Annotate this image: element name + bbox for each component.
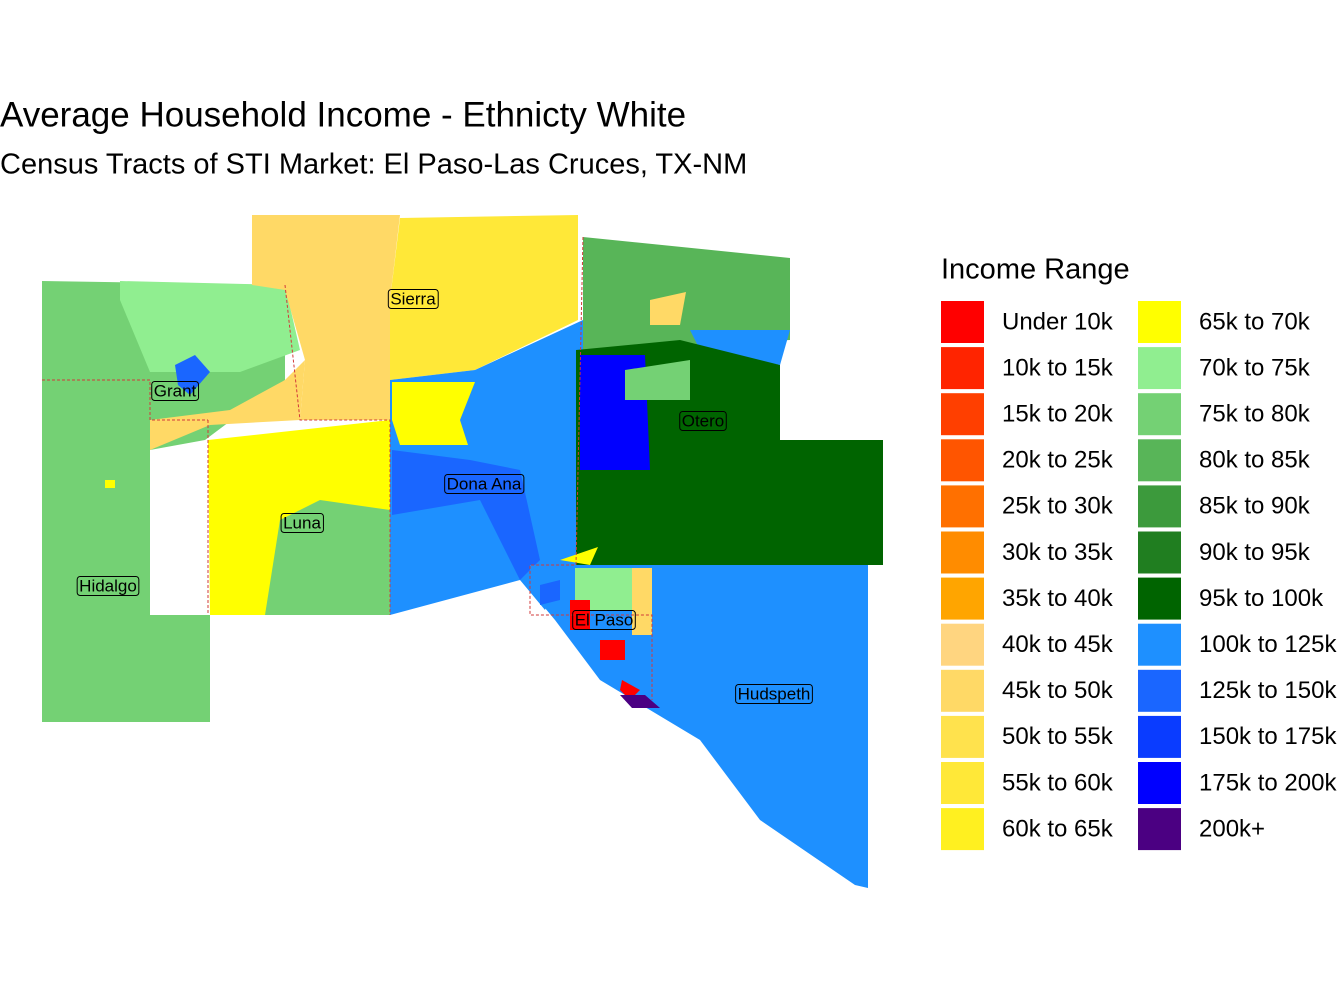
county-label-box	[735, 683, 813, 704]
region	[690, 330, 790, 365]
county-label: Dona Ana	[447, 474, 522, 493]
legend-swatch	[941, 301, 984, 343]
legend-swatch	[1138, 669, 1181, 712]
legend-label: 90k to 95k	[1199, 539, 1311, 566]
legend-label: 40k to 45k	[1002, 631, 1114, 658]
legend-label: 50k to 55k	[1002, 723, 1114, 750]
legend-swatch	[1138, 762, 1181, 804]
county-label-box	[444, 473, 525, 494]
legend-swatch	[1138, 439, 1181, 482]
legend-swatch	[941, 439, 984, 482]
legend-swatch	[1138, 531, 1181, 574]
legend-swatch	[1138, 623, 1181, 666]
region	[600, 640, 625, 660]
region	[105, 480, 115, 488]
region	[570, 600, 590, 630]
legend-swatch	[1138, 485, 1181, 528]
legend-swatch	[1138, 577, 1181, 620]
region	[265, 500, 390, 615]
county-label: Grant	[154, 381, 197, 400]
legend-label: 45k to 50k	[1002, 677, 1114, 704]
legend-label: 15k to 20k	[1002, 401, 1114, 428]
county-border	[529, 236, 653, 700]
title: Average Household Income - Ethnicty Whit…	[0, 95, 686, 134]
region	[620, 695, 660, 708]
legend-label: 35k to 40k	[1002, 585, 1114, 612]
legend-swatch	[941, 762, 984, 804]
region	[650, 292, 686, 325]
legend-swatch	[941, 393, 984, 436]
legend-label: 125k to 150k	[1199, 677, 1337, 704]
legend-swatch	[1138, 393, 1181, 436]
county-label: Otero	[682, 411, 725, 430]
legend: Income Range Under 10k 10k to 15k 15k to 2…	[941, 254, 1337, 851]
region	[252, 215, 400, 420]
county-label: El Paso	[575, 610, 634, 629]
legend-label: 10k to 15k	[1002, 354, 1114, 381]
legend-label: 30k to 35k	[1002, 539, 1114, 566]
legend-swatch	[1138, 715, 1181, 758]
county-border	[284, 284, 391, 615]
legend-label: 200k+	[1199, 815, 1265, 842]
legend-swatch	[941, 577, 984, 620]
region	[42, 281, 285, 722]
region	[625, 360, 690, 400]
legend-swatch	[941, 347, 984, 390]
legend-label: 175k to 200k	[1199, 769, 1337, 796]
region	[583, 237, 790, 350]
county-label: Sierra	[390, 289, 436, 308]
county-labels: Sierra Grant Otero Dona Ana Luna Hidalgo…	[76, 288, 813, 704]
legend-label: 60k to 65k	[1002, 815, 1114, 842]
region	[392, 450, 540, 580]
region	[120, 281, 300, 372]
region	[540, 580, 560, 605]
legend-label: 25k to 30k	[1002, 493, 1114, 520]
county-label-box	[572, 609, 636, 630]
subtitle: Census Tracts of STI Market: El Paso-Las…	[0, 149, 747, 181]
county-label-box	[280, 512, 324, 533]
legend-title: Income Range	[941, 254, 1130, 286]
region	[392, 382, 475, 445]
region	[150, 360, 305, 450]
county-label: Luna	[283, 513, 321, 532]
legend-swatch	[941, 808, 984, 851]
region	[390, 215, 578, 380]
legend-label: 150k to 175k	[1199, 723, 1337, 750]
legend-label: 75k to 80k	[1199, 401, 1311, 428]
county-label-box	[151, 380, 200, 401]
region	[632, 568, 652, 635]
legend-swatch	[1138, 301, 1181, 343]
county-label-box	[76, 575, 140, 596]
legend-label: 55k to 60k	[1002, 769, 1114, 796]
map	[42, 215, 883, 888]
legend-label: 100k to 125k	[1199, 631, 1337, 658]
legend-label: 95k to 100k	[1199, 585, 1324, 612]
legend-swatch	[941, 485, 984, 528]
legend-label: 70k to 75k	[1199, 354, 1311, 381]
legend-swatch	[941, 715, 984, 758]
county-label: Hudspeth	[738, 684, 811, 703]
county-label: Hidalgo	[79, 576, 137, 595]
legend-swatch	[1138, 347, 1181, 390]
region	[175, 355, 210, 395]
county-border	[42, 379, 208, 421]
legend-label: 20k to 25k	[1002, 447, 1114, 474]
legend-swatch	[941, 531, 984, 574]
region	[575, 568, 632, 610]
region	[560, 547, 598, 565]
legend-swatch	[1138, 808, 1181, 851]
legend-label: Under 10k	[1002, 308, 1114, 335]
county-label-box	[679, 410, 727, 431]
county-label-box	[387, 288, 439, 309]
legend-label: 85k to 90k	[1199, 493, 1311, 520]
legend-label: 80k to 85k	[1199, 447, 1311, 474]
legend-label: 65k to 70k	[1199, 308, 1311, 335]
legend-swatch	[941, 623, 984, 666]
legend-swatch	[941, 669, 984, 712]
